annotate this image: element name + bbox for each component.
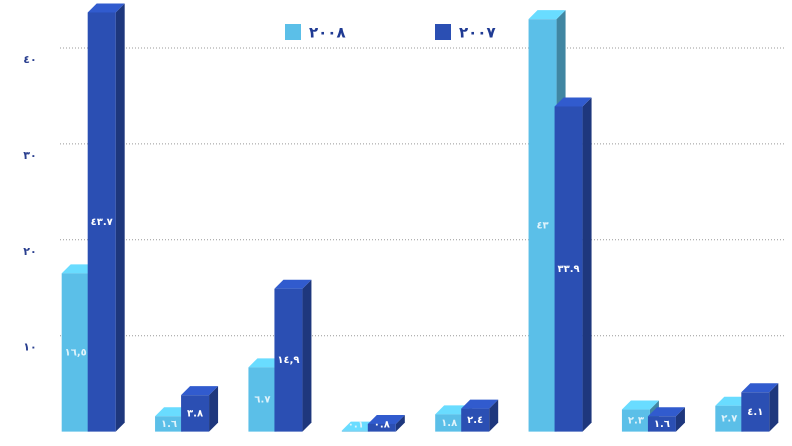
value-label: ٦.٧ — [254, 394, 270, 405]
value-label: ٢.٣ — [628, 416, 644, 427]
bar — [647, 416, 676, 432]
bar — [87, 12, 116, 432]
bar-top — [274, 279, 312, 289]
value-label: ١.٦ — [654, 419, 670, 430]
value-label: ٤٣ — [536, 220, 548, 231]
bar-side — [209, 386, 219, 432]
bar-side — [115, 3, 125, 432]
legend-swatch — [435, 24, 451, 40]
bar — [528, 19, 557, 432]
value-label: ٢.٤ — [467, 415, 483, 426]
bar — [155, 416, 184, 432]
bar-top — [367, 414, 405, 424]
bar — [181, 395, 210, 432]
bar-side — [675, 407, 685, 432]
bar-side — [489, 399, 499, 432]
bar-top — [461, 399, 499, 409]
bar — [435, 414, 464, 432]
y-tick-label: ٢٠ — [23, 245, 36, 258]
value-label: ١٦,٥ — [65, 347, 87, 358]
value-label: ٠.١ — [348, 420, 364, 431]
bar-top — [741, 383, 779, 393]
value-label: ١٤,٩ — [277, 355, 299, 366]
value-label: ٣٣.٩ — [558, 264, 580, 275]
value-label: ٤٣.٧ — [91, 217, 113, 228]
bar-side — [582, 97, 592, 432]
bar-top — [528, 10, 566, 20]
legend-label: ٢٠٠٨ — [309, 24, 346, 42]
value-label: ١.٨ — [441, 418, 457, 429]
bar-top — [181, 386, 219, 396]
bar — [61, 273, 90, 432]
bar — [461, 408, 490, 432]
bar-side — [769, 383, 779, 432]
bar-top — [554, 97, 592, 107]
bar-top — [87, 3, 125, 13]
value-label: ٢.٧ — [721, 414, 737, 425]
bar — [715, 405, 744, 432]
bar — [741, 392, 770, 432]
legend-label: ٢٠٠٧ — [459, 24, 496, 42]
y-tick-label: ٣٠ — [23, 149, 36, 162]
legend-swatch — [285, 24, 301, 40]
bar — [341, 430, 370, 432]
value-label: ٠.٨ — [374, 420, 390, 431]
bar-top — [647, 407, 685, 417]
value-label: ٤.١ — [747, 407, 763, 418]
bar-top — [621, 400, 659, 410]
bar — [248, 367, 277, 432]
value-label: ١.٦ — [161, 419, 177, 430]
bar — [621, 409, 650, 432]
bar-side — [395, 414, 405, 432]
bar — [367, 423, 396, 432]
y-tick-label: ٤٠ — [23, 53, 36, 66]
y-tick-label: ١٠ — [23, 341, 36, 354]
bar — [274, 288, 303, 432]
bar-side — [302, 279, 312, 432]
bar — [554, 106, 583, 432]
value-label: ٣.٨ — [187, 408, 203, 419]
